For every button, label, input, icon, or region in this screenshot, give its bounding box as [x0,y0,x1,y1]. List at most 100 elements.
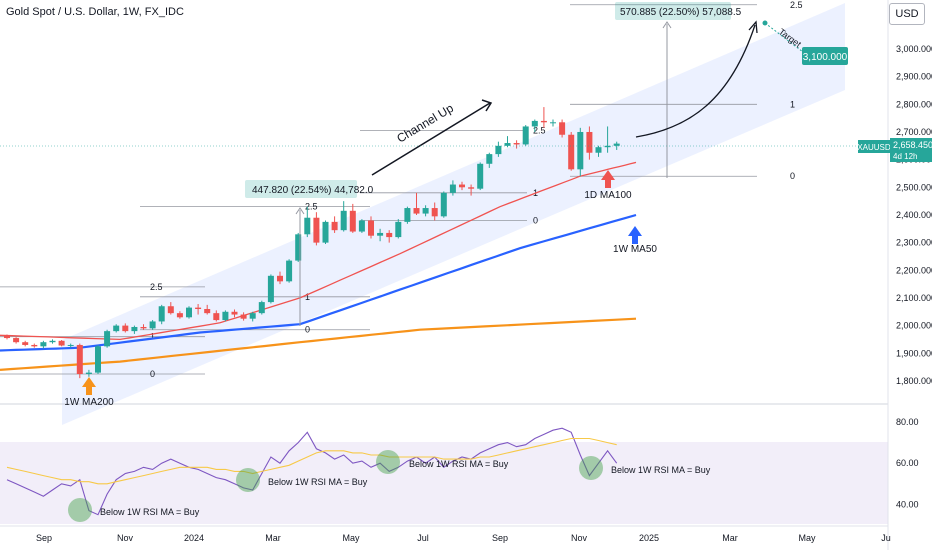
time-tick: 2024 [184,533,204,543]
candlestick-series [4,107,620,379]
candle-body [413,208,420,214]
ma100-label: 1D MA100 [584,190,632,201]
candle-body [486,154,493,164]
time-tick: Sep [36,533,52,543]
price-tick: 2,800.000 [896,99,932,109]
measure-box-1 [245,180,357,198]
time-tick: May [342,533,360,543]
candle-body [477,163,484,189]
rsi-buy-circle-2 [236,468,260,492]
fib-label: 2.5 [533,126,546,136]
price-tick: 2,500.000 [896,182,932,192]
time-tick: Jul [417,533,429,543]
ma100-1d-line [0,161,637,341]
candle-body [85,372,92,375]
price-tick: 2,000.000 [896,321,932,331]
candle-body [204,309,211,314]
fib-label: 0 [533,215,538,225]
candle-body [40,342,47,347]
rsi-band [0,442,888,524]
candle-body [195,307,202,310]
candle-body [186,307,192,318]
candle-body [322,221,329,243]
rsi-buy-circle-3 [376,450,400,474]
time-tick: May [798,533,816,543]
candle-body [440,192,447,217]
fib-label: 2.5 [305,202,318,212]
fib-label: 1 [305,292,310,302]
ma200-arrow [82,377,96,395]
channel-up-band [62,3,845,425]
candle-body [331,221,338,231]
price-tick: 2,200.000 [896,265,932,275]
fib-label: 2.5 [790,0,803,10]
candle-body [540,120,547,123]
candle-body [22,342,29,345]
candle-body [340,210,347,231]
projection-arrow-head [748,20,758,34]
symbol-tag [858,140,890,153]
measure-box-2 [615,2,731,20]
candle-body [368,220,374,236]
candle-body [504,143,511,146]
candle-body [404,208,411,222]
candle-body [158,306,165,322]
candle-body [4,335,10,339]
candle-body [595,147,602,153]
candle-body [249,313,256,319]
candle-body [176,313,183,318]
measure-label-2: 570.885 (22.50%) 57,088.5 [620,7,742,18]
time-tick: Mar [265,533,281,543]
candle-body [377,232,384,236]
time-tick: Ju [881,533,891,543]
fib-label: 1 [790,99,795,109]
candle-body [131,326,138,332]
candle-body [613,143,620,146]
candle-body [13,338,20,343]
rsi-buy-circle-1 [68,498,92,522]
measure-arrow-2-head [662,21,672,29]
candle-body [231,311,238,315]
price-tick: 1,800.000 [896,376,932,386]
candle-body [295,234,302,261]
price-tick: 2,700.000 [896,127,932,137]
rsi-line [6,427,618,516]
candle-body [31,344,38,347]
candle-body [167,306,174,314]
price-tag [890,138,932,162]
candle-body [459,184,465,188]
candle-body [122,325,129,332]
time-tick: Nov [117,533,134,543]
candle-body [67,344,74,346]
candle-body [313,217,320,243]
candle-body [222,311,229,321]
candle-body [531,120,538,127]
target-price-label: 3,100.000 [803,52,848,63]
candle-body [58,340,65,346]
rsi-ma-line [6,437,617,485]
price-tag-value: 2,658.450 [893,140,932,150]
candle-body [495,145,502,155]
candle-body [267,275,274,303]
fib-label: 0 [790,171,795,181]
candle-body [568,134,575,170]
rsi-buy-label-1: Below 1W RSI MA = Buy [100,507,200,517]
candle-body [95,346,101,373]
rsi-tick: 80.00 [896,417,919,427]
candle-body [49,340,56,343]
rsi-buy-label-4: Below 1W RSI MA = Buy [611,465,711,475]
price-tag-countdown: 4d 12h [893,152,917,161]
ma50-label: 1W MA50 [613,244,657,255]
channel-up-arrow-head [481,99,493,112]
price-tick: 2,100.000 [896,293,932,303]
measure-arrow-1-head [295,207,305,215]
currency-button[interactable]: USD [889,3,925,25]
ma50-arrow [628,226,642,244]
candle-body [522,126,529,145]
time-tick: Nov [571,533,588,543]
rsi-tick: 60.00 [896,458,919,468]
rsi-buy-circle-4 [579,456,603,480]
candle-body [586,131,593,153]
price-tick: 3,000.000 [896,44,932,54]
